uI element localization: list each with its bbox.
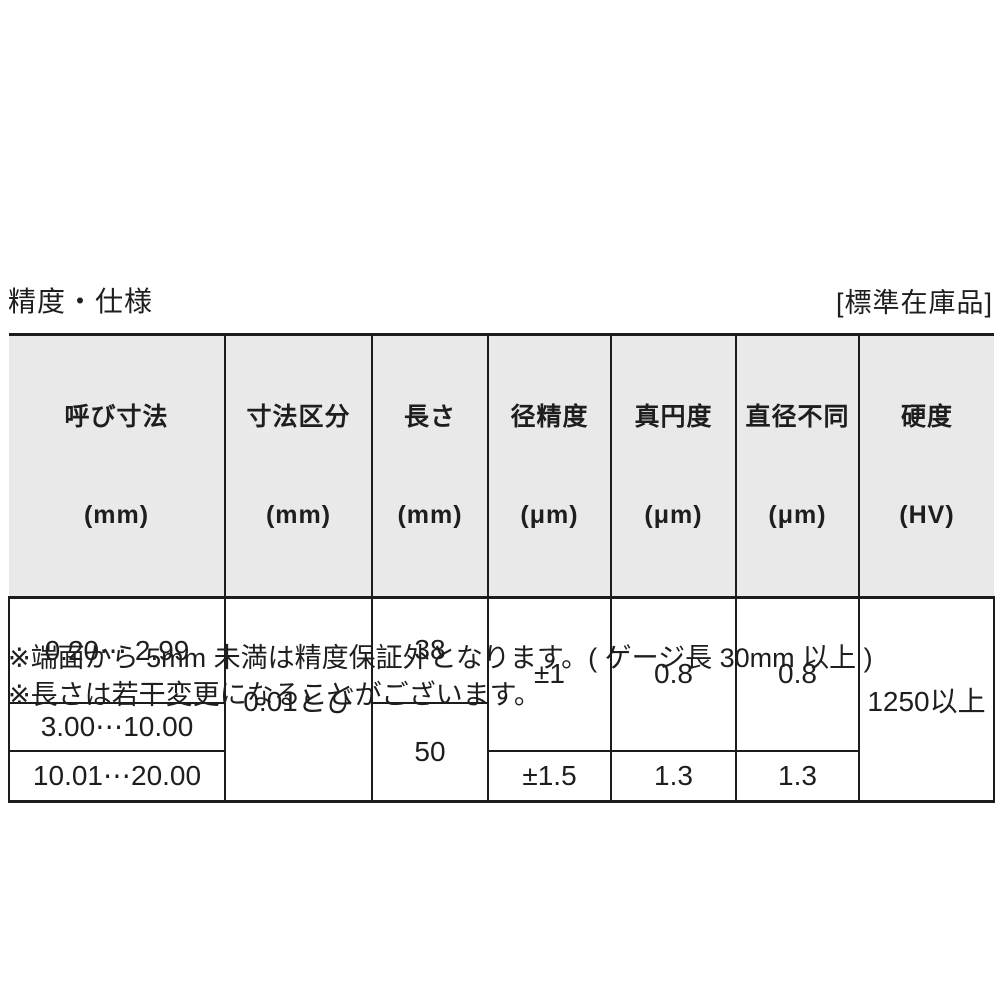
page-title: 精度・仕様: [8, 286, 154, 317]
footnotes: ※端面から 5mm 未満は精度保証外となります。( ゲージ長 30mm 以上 )…: [8, 640, 873, 714]
footnote-accuracy-guarantee: ※端面から 5mm 未満は精度保証外となります。( ゲージ長 30mm 以上 ): [8, 643, 873, 673]
column-unit: (mm): [83, 500, 150, 529]
column-label: 寸法区分: [246, 403, 351, 431]
table-row: 10.01⋯20.00 ±1.5 1.3 1.3: [8, 749, 994, 803]
stock-status-label: [標準在庫品]: [835, 288, 993, 318]
column-unit: (μm): [520, 500, 579, 529]
cell-nominal-row1: 0.20⋯ 2.99: [8, 596, 226, 704]
cell-nominal-row2: 3.00⋯10.00: [8, 701, 226, 752]
column-unit: (HV): [899, 500, 955, 529]
column-label: 真円度: [634, 403, 713, 431]
table-row: 3.00⋯10.00 50: [8, 701, 994, 803]
footnote-length-change: ※長さは若干変更になることがございます。: [8, 680, 541, 710]
cell-length-50: 50: [371, 701, 489, 803]
cell-diameter-difference-1: 0.8: [735, 596, 860, 752]
column-unit: (mm): [265, 500, 332, 529]
cell-size-step: 0.01とび: [224, 596, 373, 803]
column-header-size-division: 寸法区分 (mm): [224, 333, 373, 599]
column-label: 直径不同: [745, 403, 850, 431]
column-header-nominal-size: 呼び寸法 (mm): [9, 333, 226, 599]
column-label: 呼び寸法: [64, 403, 169, 431]
header-bar: 精度・仕様 [標準在庫品]: [8, 280, 993, 320]
spec-table: 呼び寸法 (mm) 寸法区分 (mm) 長さ (mm) 径精度 (μm) 真円度: [8, 333, 995, 803]
column-header-roundness: 真円度 (μm): [610, 333, 737, 599]
cell-diameter-accuracy-1: ±1: [487, 596, 612, 752]
cell-hardness: 1250以上: [858, 596, 995, 803]
column-header-length: 長さ (mm): [371, 333, 489, 599]
cell-length-38: 38: [371, 596, 489, 704]
cell-roundness-2: 1.3: [610, 749, 737, 803]
cell-diameter-difference-2: 1.3: [735, 749, 860, 803]
cell-diameter-accuracy-2: ±1.5: [487, 749, 612, 803]
column-unit: (μm): [768, 500, 827, 529]
column-unit: (mm): [397, 500, 463, 529]
column-label: 長さ: [403, 403, 456, 431]
column-header-diameter-difference: 直径不同 (μm): [735, 333, 860, 599]
column-header-diameter-accuracy: 径精度 (μm): [487, 333, 612, 599]
header-row: 呼び寸法 (mm) 寸法区分 (mm) 長さ (mm) 径精度 (μm) 真円度: [9, 333, 994, 599]
column-label: 硬度: [900, 403, 953, 431]
column-unit: (μm): [644, 500, 703, 529]
column-label: 径精度: [510, 403, 589, 431]
table-row: 0.20⋯ 2.99 0.01とび 38 ±1 0.8 0.8 1250以上: [8, 596, 995, 803]
column-header-hardness: 硬度 (HV): [858, 333, 994, 599]
cell-nominal-row3: 10.01⋯20.00: [8, 749, 226, 803]
cell-roundness-1: 0.8: [610, 596, 737, 752]
